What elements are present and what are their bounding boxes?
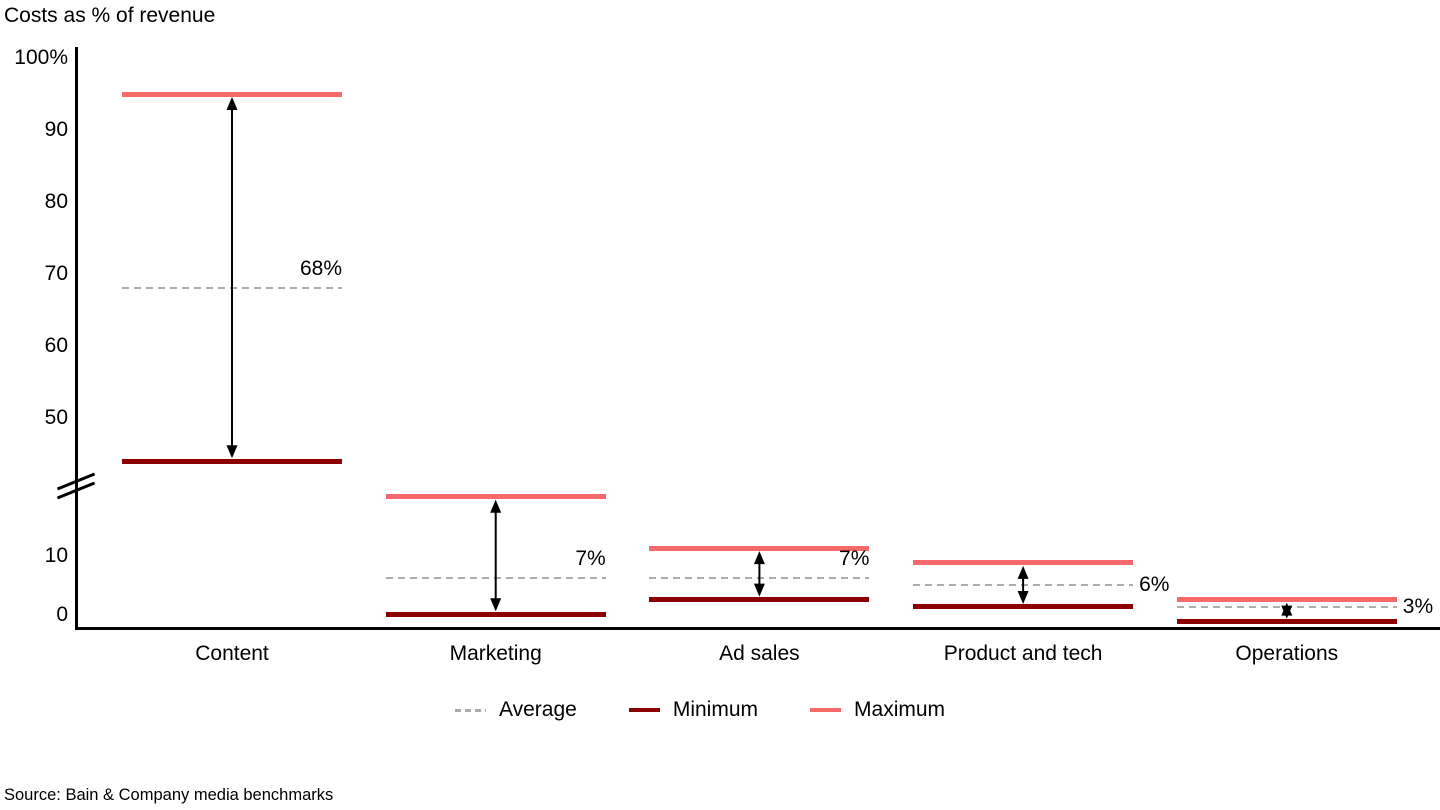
legend-label: Average bbox=[499, 698, 577, 721]
minimum-line bbox=[913, 604, 1134, 610]
minimum-line bbox=[385, 611, 606, 617]
legend-swatch-maximum bbox=[810, 708, 842, 712]
average-value-label: 3% bbox=[1402, 594, 1434, 618]
legend-swatch-minimum bbox=[628, 708, 660, 712]
minimum-line bbox=[1176, 619, 1397, 625]
legend-item-average: Average bbox=[455, 697, 577, 723]
x-axis-line bbox=[75, 627, 1440, 630]
average-line bbox=[913, 583, 1134, 586]
range-arrow bbox=[490, 499, 502, 612]
category-label: Ad sales bbox=[719, 642, 800, 665]
average-value-label: 6% bbox=[1139, 572, 1170, 596]
average-line bbox=[122, 287, 342, 290]
average-value-label: 68% bbox=[299, 257, 342, 281]
category-label: Content bbox=[195, 642, 269, 665]
maximum-line bbox=[385, 494, 606, 500]
average-line bbox=[385, 576, 606, 579]
source-note: Source: Bain & Company media benchmarks bbox=[4, 786, 334, 804]
legend: Average Minimum Maximum bbox=[455, 697, 945, 723]
category-label: Operations bbox=[1235, 642, 1339, 665]
average-value-label: 7% bbox=[575, 546, 606, 570]
range-arrow bbox=[753, 551, 765, 597]
legend-item-minimum: Minimum bbox=[628, 697, 759, 723]
maximum-line bbox=[122, 91, 342, 97]
average-line bbox=[1176, 605, 1397, 608]
range-arrow bbox=[226, 97, 238, 459]
y-axis-line bbox=[75, 47, 78, 629]
y-tick-label: 60 bbox=[44, 334, 68, 357]
y-tick-label: 90 bbox=[44, 118, 68, 141]
y-tick-label: 80 bbox=[44, 190, 68, 213]
y-tick-label: 70 bbox=[44, 262, 68, 285]
category-label: Product and tech bbox=[943, 642, 1103, 665]
average-value-label: 7% bbox=[839, 546, 870, 570]
category-label: Marketing bbox=[449, 642, 542, 665]
maximum-line bbox=[649, 545, 870, 551]
y-tick-label: 10 bbox=[44, 543, 68, 567]
y-tick-label: 50 bbox=[44, 406, 68, 429]
legend-label: Maximum bbox=[854, 698, 946, 721]
average-line bbox=[649, 576, 870, 579]
legend-item-maximum: Maximum bbox=[810, 697, 945, 723]
legend-label: Minimum bbox=[672, 698, 759, 721]
minimum-line bbox=[122, 458, 342, 464]
maximum-line bbox=[913, 560, 1134, 566]
y-tick-label: 100% bbox=[14, 46, 68, 69]
chart-title: Costs as % of revenue bbox=[4, 4, 216, 27]
legend-swatch-average bbox=[455, 708, 486, 712]
y-tick-label: 0 bbox=[56, 603, 68, 626]
maximum-line bbox=[1176, 597, 1397, 603]
minimum-line bbox=[649, 597, 870, 603]
